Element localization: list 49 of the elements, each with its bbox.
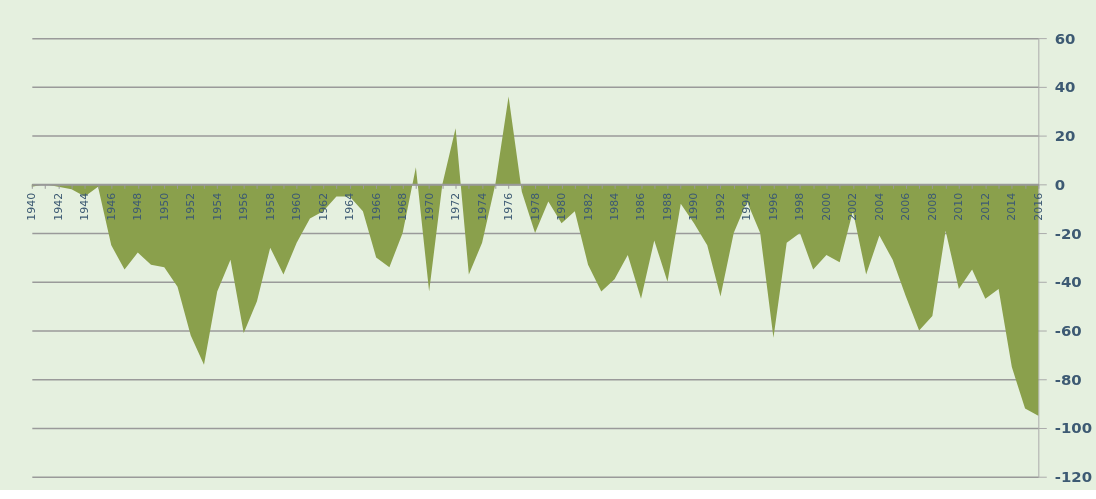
x-tick-label: 2012 xyxy=(978,192,992,221)
y-tick-label: -100 xyxy=(1054,419,1093,438)
x-tick-label: 1966 xyxy=(369,192,383,221)
x-tick-label: 1994 xyxy=(740,192,754,221)
x-tick-label: 1982 xyxy=(581,192,595,221)
x-tick-label: 1946 xyxy=(104,192,118,221)
y-tick-label: 40 xyxy=(1054,78,1076,97)
x-tick-label: 1968 xyxy=(396,192,410,221)
y-tick-label: -120 xyxy=(1054,468,1093,487)
x-tick-label: 1998 xyxy=(793,192,807,221)
y-tick-label: -80 xyxy=(1054,370,1082,389)
x-tick-label: 1992 xyxy=(713,192,727,221)
x-tick-label: 2002 xyxy=(846,192,860,221)
x-tick-label: 1972 xyxy=(449,192,463,221)
x-tick-label: 2006 xyxy=(899,192,913,221)
x-tick-label: 2014 xyxy=(1005,192,1019,221)
x-tick-label: 1978 xyxy=(528,192,542,221)
x-tick-label: 1940 xyxy=(25,192,39,221)
x-tick-label: 2008 xyxy=(925,192,939,221)
x-tick-label: 1956 xyxy=(237,192,251,221)
x-tick-label: 1990 xyxy=(687,192,701,221)
x-tick-label: 1986 xyxy=(634,192,648,221)
x-tick-label: 1960 xyxy=(290,192,304,221)
x-tick-label: 2004 xyxy=(872,192,886,221)
x-tick-label: 2010 xyxy=(952,192,966,221)
y-tick-label: -60 xyxy=(1054,322,1082,340)
x-tick-label: 1964 xyxy=(343,192,357,221)
x-tick-label: 2000 xyxy=(819,192,833,221)
x-tick-label: 1970 xyxy=(422,192,436,221)
x-tick-label: 1962 xyxy=(316,192,330,221)
y-tick-label: 0 xyxy=(1054,175,1066,194)
x-tick-label: 1976 xyxy=(502,192,516,221)
x-tick-label: 2016 xyxy=(1031,192,1045,221)
y-tick-label: -20 xyxy=(1054,224,1082,243)
x-tick-label: 1954 xyxy=(210,192,224,221)
y-tick-label: 20 xyxy=(1054,127,1076,146)
x-tick-label: 1988 xyxy=(660,192,674,221)
y-tick-label: -40 xyxy=(1054,273,1082,292)
x-tick-label: 1996 xyxy=(766,192,780,221)
x-tick-label: 1948 xyxy=(131,192,145,221)
x-tick-label: 1952 xyxy=(184,192,198,221)
x-tick-label: 1944 xyxy=(78,192,92,221)
x-tick-label: 1984 xyxy=(608,192,622,221)
y-tick-label: 60 xyxy=(1054,29,1076,48)
x-tick-label: 1958 xyxy=(263,192,277,221)
x-tick-label: 1980 xyxy=(555,192,569,221)
x-tick-label: 1974 xyxy=(475,192,489,221)
x-tick-label: 1950 xyxy=(157,192,171,221)
x-tick-label: 1942 xyxy=(51,192,65,221)
